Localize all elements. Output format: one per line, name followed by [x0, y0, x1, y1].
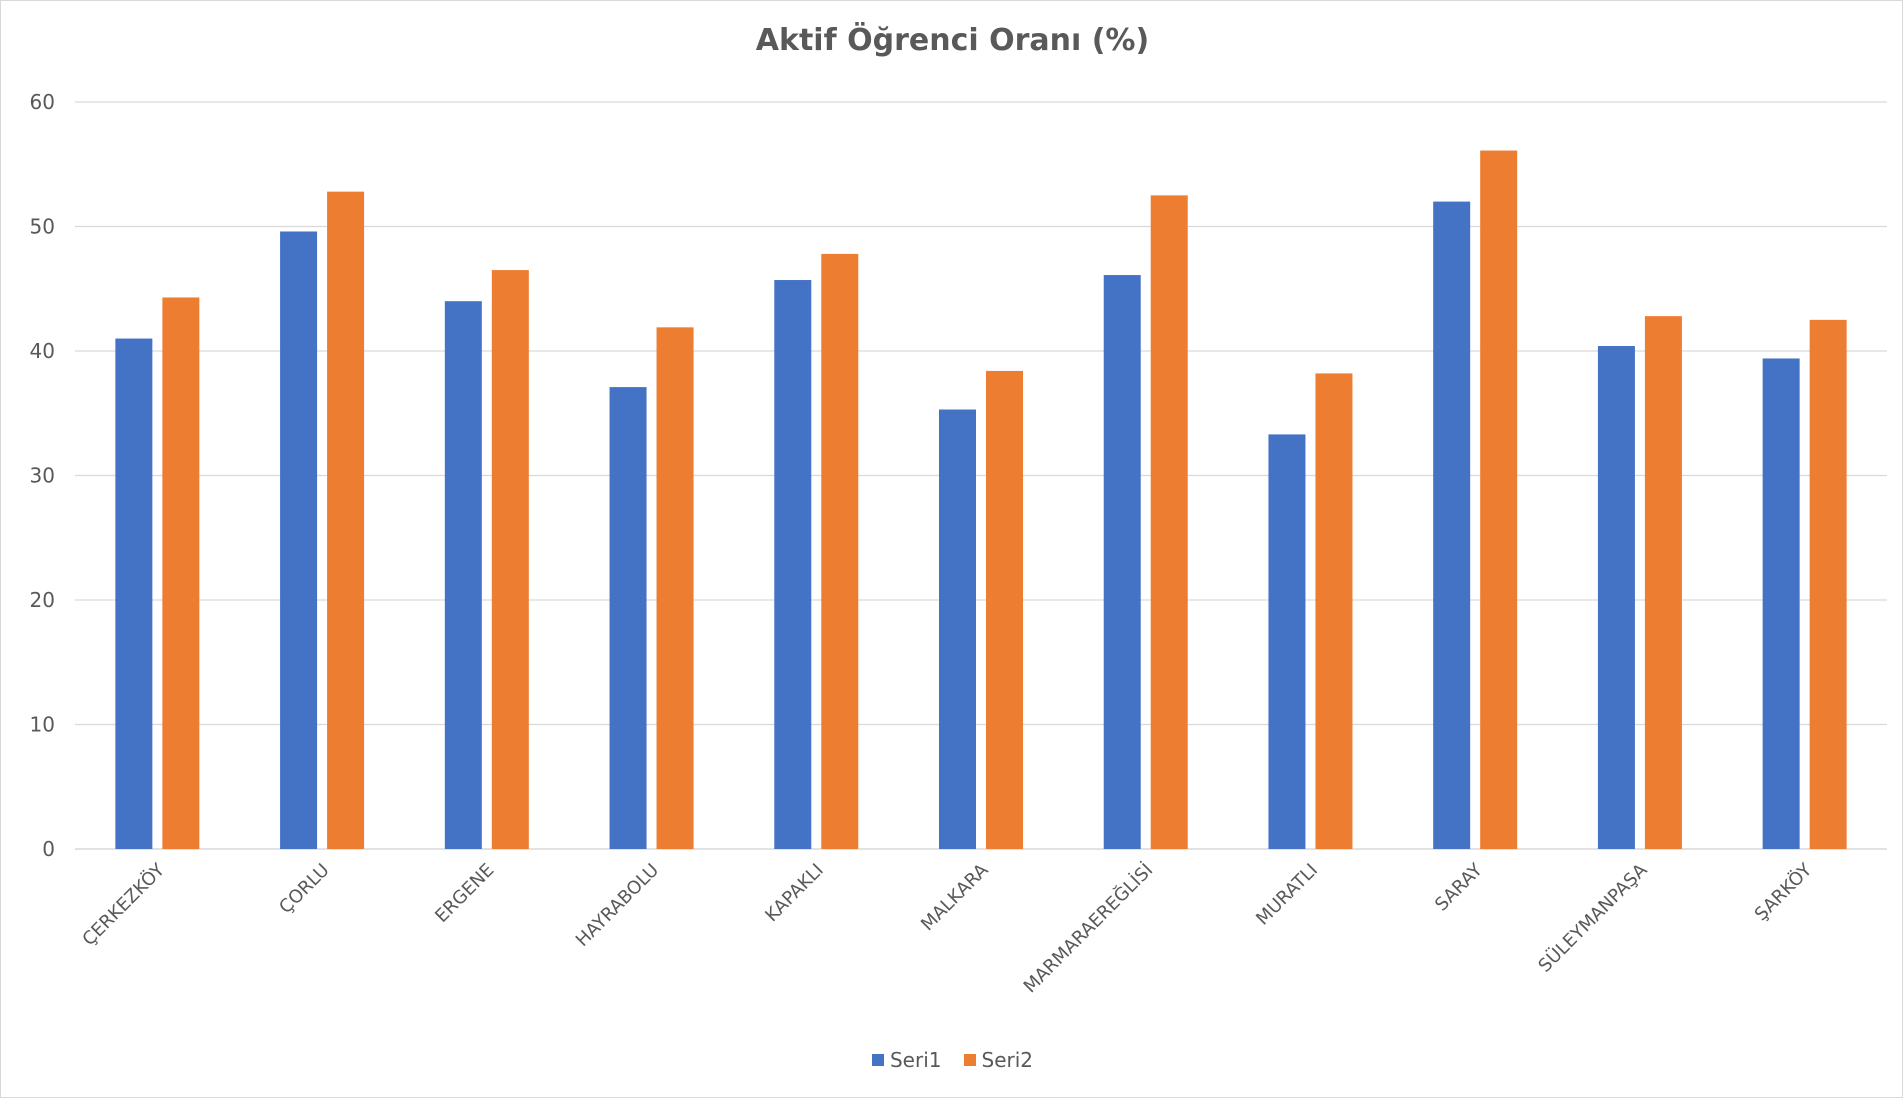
bar-seri1-7 — [1268, 434, 1306, 849]
x-tick-label: MARMARAEREĞLİSİ — [1019, 859, 1157, 997]
bar-seri1-3 — [609, 387, 647, 849]
x-tick-label: KAPAKLI — [761, 860, 827, 926]
bar-seri1-8 — [1433, 201, 1471, 850]
bar-seri1-6 — [1103, 275, 1141, 849]
legend-item-seri1: Seri1 — [871, 1048, 942, 1072]
bar-seri1-2 — [444, 301, 482, 849]
x-tick-label: ERGENE — [431, 860, 498, 927]
bar-seri2-6 — [1150, 195, 1188, 849]
bar-seri1-0 — [115, 338, 153, 849]
gridlines — [75, 101, 1887, 850]
x-tick-label: MALKARA — [917, 859, 993, 935]
x-tick-label: SARAY — [1431, 859, 1487, 915]
y-tick-label: 0 — [42, 837, 55, 861]
legend-label-seri2: Seri2 — [981, 1048, 1034, 1072]
bar-seri1-1 — [280, 231, 318, 850]
legend-item-seri2: Seri2 — [963, 1048, 1034, 1072]
bar-seri1-4 — [774, 280, 812, 849]
x-tick-label: ÇORLU — [275, 860, 333, 918]
y-tick-label: 40 — [30, 339, 55, 363]
bar-seri2-4 — [821, 253, 859, 849]
x-tick-label: HAYRABOLU — [572, 860, 663, 951]
x-tick-label: SÜLEYMANPAŞA — [1534, 859, 1652, 977]
chart-title: Aktif Öğrenci Oranı (%) — [755, 23, 1150, 58]
legend-label-seri1: Seri1 — [889, 1048, 942, 1072]
bar-seri2-5 — [986, 370, 1023, 849]
y-tick-label: 20 — [30, 588, 55, 612]
y-tick-label: 50 — [30, 215, 55, 239]
bar-seri2-9 — [1644, 316, 1682, 849]
x-tick-label: MURATLI — [1252, 860, 1322, 930]
legend: Seri1 Seri2 — [1, 1048, 1903, 1072]
bar-seri1-10 — [1762, 358, 1800, 849]
bar-seri1-9 — [1597, 346, 1635, 849]
x-tick-label: ŞARKÖY — [1750, 858, 1817, 925]
bars — [115, 150, 1847, 850]
y-tick-label: 30 — [30, 464, 55, 488]
bar-seri2-7 — [1315, 373, 1353, 849]
y-tick-label: 10 — [30, 713, 55, 737]
legend-swatch-seri1 — [871, 1054, 884, 1066]
y-tick-label: 60 — [30, 90, 55, 114]
bar-seri2-2 — [491, 270, 529, 849]
legend-swatch-seri2 — [963, 1054, 976, 1066]
bar-seri1-5 — [939, 409, 976, 849]
bar-seri2-1 — [327, 191, 365, 849]
bar-seri2-0 — [162, 297, 200, 850]
x-axis-ticks: ÇERKEZKÖY ÇORLU ERGENE HAYRABOLU KAPAKLI MALK… — [78, 858, 1817, 997]
bar-seri2-3 — [656, 327, 694, 850]
x-tick-label: ÇERKEZKÖY — [78, 858, 170, 950]
bar-seri2-8 — [1480, 150, 1518, 849]
bar-seri2-10 — [1809, 319, 1847, 849]
y-axis-ticks: 0 10 20 30 40 50 60 — [30, 90, 55, 861]
